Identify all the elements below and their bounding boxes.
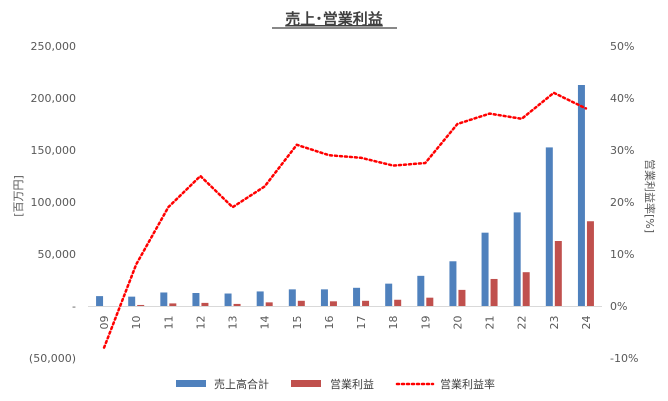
- bar-sales: [128, 296, 136, 306]
- plot-area: (50,000) - 50,000 100,000 150,000 200,000 250,…: [12, 40, 657, 365]
- bar-operating-profit: [297, 300, 305, 306]
- x-tick-label: 10: [130, 316, 143, 330]
- y-left-tick-label: -: [72, 300, 76, 313]
- x-tick-label: 20: [451, 316, 464, 330]
- x-tick-label: 22: [516, 316, 529, 330]
- legend-label: 営業利益率: [440, 377, 495, 391]
- bar-operating-profit: [233, 303, 241, 306]
- y-left-tick-label: 150,000: [31, 144, 77, 157]
- x-tick-label: 14: [259, 316, 272, 330]
- bar-operating-profit: [265, 302, 273, 306]
- bar-operating-profit: [522, 272, 530, 306]
- x-tick-label: 11: [162, 316, 175, 330]
- line-operating-profit-margin: [102, 91, 588, 349]
- bar-sales: [481, 232, 489, 306]
- y-right-tick-label: 10%: [610, 248, 634, 261]
- x-tick-label: 09: [98, 316, 111, 330]
- x-tick-label: 13: [227, 316, 240, 330]
- bar-sales: [545, 147, 553, 306]
- bar-operating-profit: [458, 289, 466, 306]
- legend-label: 営業利益: [330, 377, 374, 391]
- y-right-axis-label: 営業利益率[%]: [643, 159, 657, 233]
- y-left-tick-label: 50,000: [38, 248, 77, 261]
- bar-sales: [417, 275, 425, 306]
- x-tick-label: 16: [323, 316, 336, 330]
- bar-operating-profit: [362, 300, 370, 306]
- bar-sales: [353, 287, 361, 306]
- y-right-tick-label: 0%: [610, 300, 627, 313]
- bar-sales: [224, 293, 232, 306]
- legend: 売上高合計 営業利益 営業利益率: [176, 377, 495, 391]
- bar-sales: [288, 289, 296, 306]
- bar-sales: [513, 212, 521, 306]
- bar-sales: [320, 289, 328, 306]
- legend-swatch: [176, 380, 206, 387]
- bar-sales: [385, 283, 393, 306]
- bar-sales: [96, 296, 104, 306]
- legend-swatch: [291, 380, 321, 387]
- bar-sales: [449, 261, 457, 306]
- y-right-tick-label: 50%: [610, 40, 634, 53]
- x-tick-label: 17: [355, 316, 368, 330]
- bar-operating-profit: [137, 304, 145, 306]
- legend-label: 売上高合計: [214, 377, 269, 391]
- y-left-axis-label: [百万円]: [12, 175, 25, 217]
- chart-title: 売上･営業利益: [285, 10, 383, 28]
- x-tick-label: 23: [548, 316, 561, 330]
- bar-sales: [256, 291, 264, 306]
- y-right-tick-label: 40%: [610, 92, 634, 105]
- x-tick-label: 24: [580, 316, 593, 330]
- y-left-tick-label: 250,000: [31, 40, 77, 53]
- bar-operating-profit: [554, 241, 562, 306]
- bar-operating-profit: [394, 299, 402, 306]
- bar-operating-profit: [490, 278, 498, 306]
- bar-sales: [577, 85, 585, 306]
- y-left-tick-label: 200,000: [31, 92, 77, 105]
- bar-operating-profit: [329, 301, 337, 306]
- x-tick-label: 21: [484, 316, 497, 330]
- y-left-tick-label: (50,000): [29, 352, 76, 365]
- x-tick-label: 12: [194, 316, 207, 330]
- bar-operating-profit: [201, 302, 209, 306]
- x-tick-label: 19: [419, 316, 432, 330]
- bar-sales: [192, 293, 200, 306]
- y-right-tick-label: 30%: [610, 144, 634, 157]
- bar-operating-profit: [169, 303, 177, 306]
- bar-operating-profit: [426, 297, 434, 306]
- bar-operating-profit: [586, 221, 594, 306]
- bar-sales: [160, 292, 168, 306]
- x-tick-label: 15: [291, 316, 304, 330]
- y-left-tick-label: 100,000: [31, 196, 77, 209]
- y-right-tick-label: 20%: [610, 196, 634, 209]
- y-right-tick-label: -10%: [610, 352, 638, 365]
- x-tick-label: 18: [387, 316, 400, 330]
